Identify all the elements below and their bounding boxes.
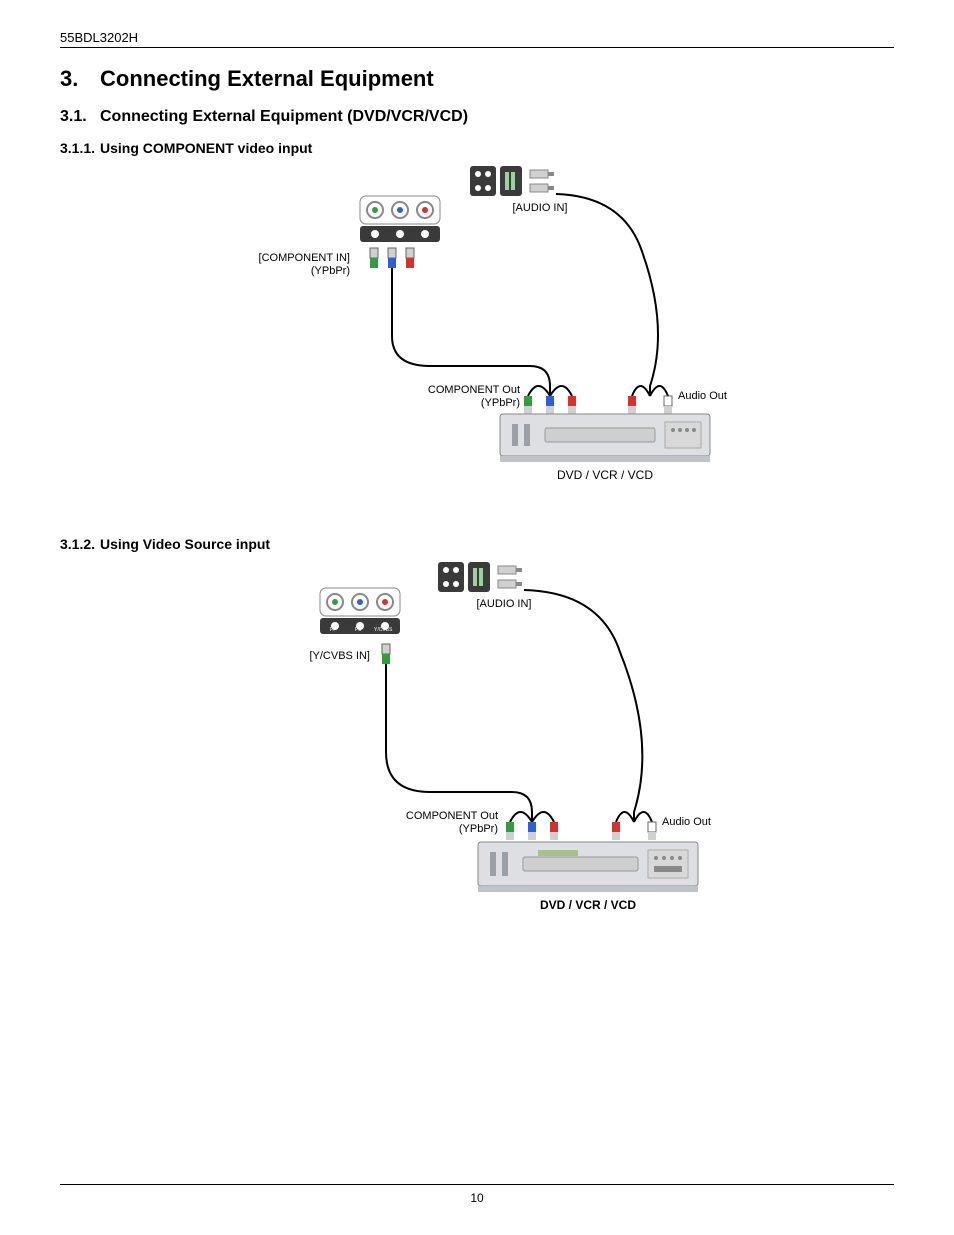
svg-text:Y/CVBS: Y/CVBS	[374, 627, 393, 633]
svg-text:Pb: Pb	[355, 627, 361, 633]
label-component-out: COMPONENT Out (YPbPr)	[400, 384, 520, 410]
section-number-h1: 3.	[60, 66, 100, 92]
label-audio-in-2: [AUDIO IN]	[464, 598, 544, 611]
label-audio-out: Audio Out	[678, 390, 758, 403]
label-device-1: DVD / VCR / VCD	[500, 468, 710, 482]
label-component-out-2: COMPONENT Out (YPbPr)	[378, 810, 498, 836]
label-audio-out-2: Audio Out	[662, 816, 742, 829]
label-component-in: [COMPONENT IN] (YPbPr)	[230, 252, 350, 278]
page-number: 10	[470, 1191, 483, 1205]
section-number-h3-1: 3.1.1.	[60, 140, 100, 156]
section-title-h3-1: Using COMPONENT video input	[100, 140, 312, 156]
section-title-h2: Connecting External Equipment (DVD/VCR/V…	[100, 108, 468, 126]
diagram-component-video: [COMPONENT IN] (YPbPr) [AUDIO IN] COMPON…	[60, 166, 894, 506]
section-number-h2: 3.1.	[60, 108, 100, 126]
diagram-video-source: Pr Pb Y/CVBS	[60, 562, 894, 942]
label-audio-in: [AUDIO IN]	[500, 202, 580, 215]
page-footer: 10	[60, 1184, 894, 1205]
label-ycvbs-in: [Y/CVBS IN]	[260, 650, 370, 663]
label-device-2: DVD / VCR / VCD	[478, 898, 698, 912]
section-title-h3-2: Using Video Source input	[100, 536, 270, 552]
svg-text:Pr: Pr	[330, 627, 335, 633]
model-header: 55BDL3202H	[60, 30, 894, 48]
section-number-h3-2: 3.1.2.	[60, 536, 100, 552]
section-title-h1: Connecting External Equipment	[100, 66, 434, 92]
